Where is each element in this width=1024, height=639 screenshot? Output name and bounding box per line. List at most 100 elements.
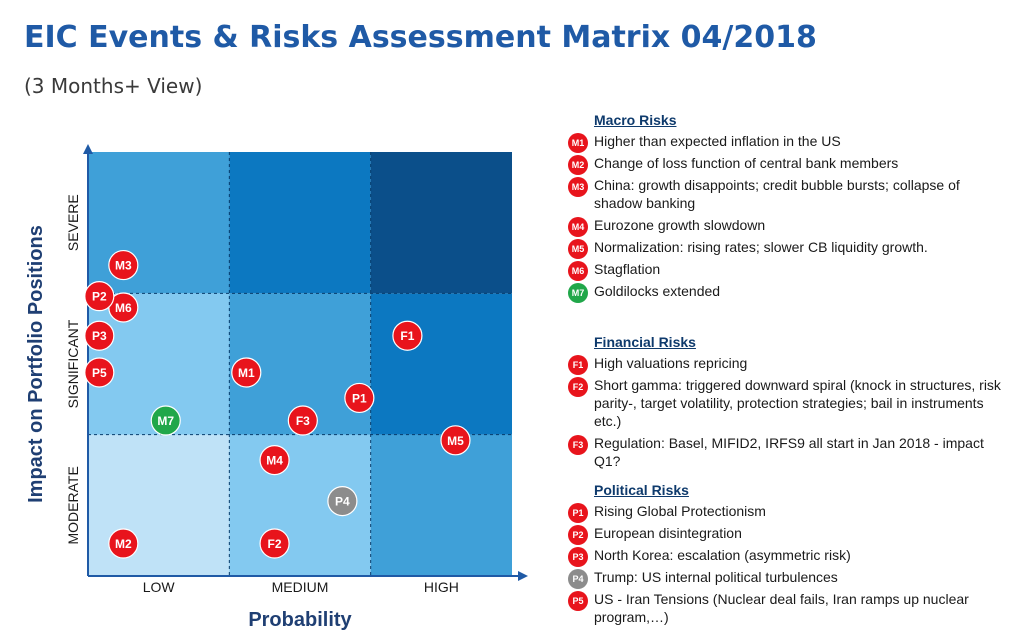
page-subtitle: (3 Months+ View) [24, 74, 203, 98]
x-tick-label: HIGH [424, 579, 459, 595]
risk-point-marker [392, 320, 423, 351]
risk-point-marker [84, 281, 115, 312]
risk-point-p2[interactable]: P2 [84, 281, 115, 312]
page-title: EIC Events & Risks Assessment Matrix 04/… [24, 20, 817, 55]
risk-point-marker [108, 528, 139, 559]
risk-point-m6[interactable]: M6 [108, 292, 139, 323]
risk-point-marker [344, 382, 375, 414]
legend-item-text: US - Iran Tensions (Nuclear deal fails, … [594, 591, 969, 625]
legend-item-f3: F3 Regulation: Basel, MIFID2, IRFS9 all s… [568, 434, 1008, 470]
legend-item-text: Change of loss function of central bank … [594, 155, 899, 171]
matrix-cell-2-0 [88, 152, 230, 294]
legend-item-text: Higher than expected inflation in the US [594, 133, 841, 149]
legend-item-m5: M5 Normalization: rising rates; slower CB… [568, 238, 1008, 259]
risk-point-m5[interactable]: M5 [440, 425, 471, 456]
x-tick-label: LOW [143, 579, 176, 595]
legend-heading: Political Risks [594, 482, 689, 498]
legend-badge-icon: P5 [568, 591, 588, 611]
legend-item-p2: P2 European disintegration [568, 524, 1008, 545]
matrix-cells [88, 152, 512, 576]
risk-point-marker [440, 425, 471, 456]
legend-badge-icon: P2 [568, 525, 588, 545]
legend-item-text: Normalization: rising rates; slower CB l… [594, 239, 928, 255]
risk-point-p5[interactable]: P5 [84, 357, 115, 388]
legend-heading: Macro Risks [594, 112, 677, 128]
legend-item-p3: P3 North Korea: escalation (asymmetric ri… [568, 546, 1008, 567]
y-axis-label: Impact on Portfolio Positions [25, 225, 47, 503]
legend-item-m6: M6 Stagflation [568, 260, 1008, 281]
matrix-cell-1-2 [370, 293, 512, 435]
legend-heading: Financial Risks [594, 334, 696, 350]
legend-badge-icon: M4 [568, 217, 588, 237]
legend-badge-icon: P3 [568, 547, 588, 567]
y-tick-label: SIGNIFICANT [65, 319, 81, 408]
matrix-points: M1 M2 M3 M4 M5 M6 M7 F1 F2 F3 P1 P2 P3 P4 P5 [84, 249, 471, 559]
risk-point-m1[interactable]: M1 [231, 357, 262, 388]
risk-point-marker [84, 320, 115, 351]
risk-point-label: P3 [92, 329, 107, 343]
legend-item-text: High valuations repricing [594, 355, 748, 371]
x-axis-label: Probability [248, 609, 352, 631]
matrix-tick-labels: LOW MEDIUM HIGH MODERATE SIGNIFICANT SEVERE [65, 194, 459, 595]
risk-point-marker [259, 528, 290, 559]
risk-point-marker [108, 249, 139, 281]
legend-item-text: North Korea: escalation (asymmetric risk… [594, 547, 851, 563]
risk-point-label: P4 [335, 495, 350, 509]
legend-badge-icon: M1 [568, 133, 588, 153]
risk-point-marker [259, 445, 290, 476]
risk-point-marker [287, 405, 318, 436]
legend-badge-icon: P1 [568, 503, 588, 523]
risk-point-label: M2 [115, 537, 132, 551]
risk-point-label: F3 [296, 414, 310, 428]
risk-point-label: M3 [115, 259, 132, 273]
matrix-cell-2-2 [370, 152, 512, 294]
risk-point-m2[interactable]: M2 [108, 528, 139, 559]
legend-badge-icon: M7 [568, 283, 588, 303]
legend-item-text: Stagflation [594, 261, 661, 277]
legend-item-m2: M2 Change of loss function of central ban… [568, 154, 1008, 175]
legend-item-m4: M4 Eurozone growth slowdown [568, 216, 1008, 237]
risk-matrix-chart: LOW MEDIUM HIGH MODERATE SIGNIFICANT SEVERE M… [25, 144, 528, 631]
risk-point-label: P5 [92, 366, 107, 380]
legend-item-text: China: growth disappoints; credit bubble… [594, 177, 960, 211]
risk-point-label: M5 [447, 434, 464, 448]
risk-point-p1[interactable]: P1 [344, 382, 375, 414]
risk-point-m4[interactable]: M4 [259, 445, 290, 476]
x-tick-label: MEDIUM [272, 579, 329, 595]
risk-point-m7[interactable]: M7 [150, 405, 181, 436]
x-axis-arrow-icon [518, 571, 528, 581]
risk-point-label: F2 [268, 537, 282, 551]
legend-financial-risks: Financial Risks F1 High valuations repric… [568, 334, 1008, 470]
legend-item-f2: F2 Short gamma: triggered downward spiral… [568, 376, 1008, 430]
legend-badge-icon: F1 [568, 355, 588, 375]
legend-item-p4: P4 Trump: US internal political turbulenc… [568, 568, 1008, 589]
legend-item-m1: M1 Higher than expected inflation in the … [568, 132, 1008, 153]
risk-point-p4[interactable]: P4 [327, 485, 358, 517]
risk-point-p3[interactable]: P3 [84, 320, 115, 351]
legend-macro-risks: Macro Risks M1 Higher than expected infla… [568, 112, 1008, 303]
risk-point-label: M4 [266, 454, 283, 468]
risk-point-marker [327, 485, 358, 517]
legend-item-text: Regulation: Basel, MIFID2, IRFS9 all sta… [594, 435, 984, 469]
legend-item-text: Short gamma: triggered downward spiral (… [594, 377, 1001, 429]
legend-item-text: Goldilocks extended [594, 283, 721, 299]
risk-point-marker [150, 405, 181, 436]
legend-item-p5: P5 US - Iran Tensions (Nuclear deal fails… [568, 590, 1008, 626]
matrix-cell-2-1 [229, 152, 371, 294]
risk-point-m3[interactable]: M3 [108, 249, 139, 281]
risk-point-f1[interactable]: F1 [392, 320, 423, 351]
risk-point-f2[interactable]: F2 [259, 528, 290, 559]
legend-item-f1: F1 High valuations repricing [568, 354, 1008, 375]
legend-item-m3: M3 China: growth disappoints; credit bubb… [568, 176, 1008, 212]
legend-badge-icon: P4 [568, 569, 588, 589]
legend-badge-icon: M5 [568, 239, 588, 259]
legend-badge-icon: M2 [568, 155, 588, 175]
risk-point-label: M7 [157, 414, 174, 428]
legend-item-text: Rising Global Protectionism [594, 503, 766, 519]
risk-point-f3[interactable]: F3 [287, 405, 318, 436]
legend-badge-icon: M6 [568, 261, 588, 281]
risk-point-label: M1 [238, 366, 255, 380]
legend-political-risks: Political Risks P1 Rising Global Protecti… [568, 482, 1008, 626]
legend-badge-icon: M3 [568, 177, 588, 197]
y-tick-label: MODERATE [65, 466, 81, 544]
